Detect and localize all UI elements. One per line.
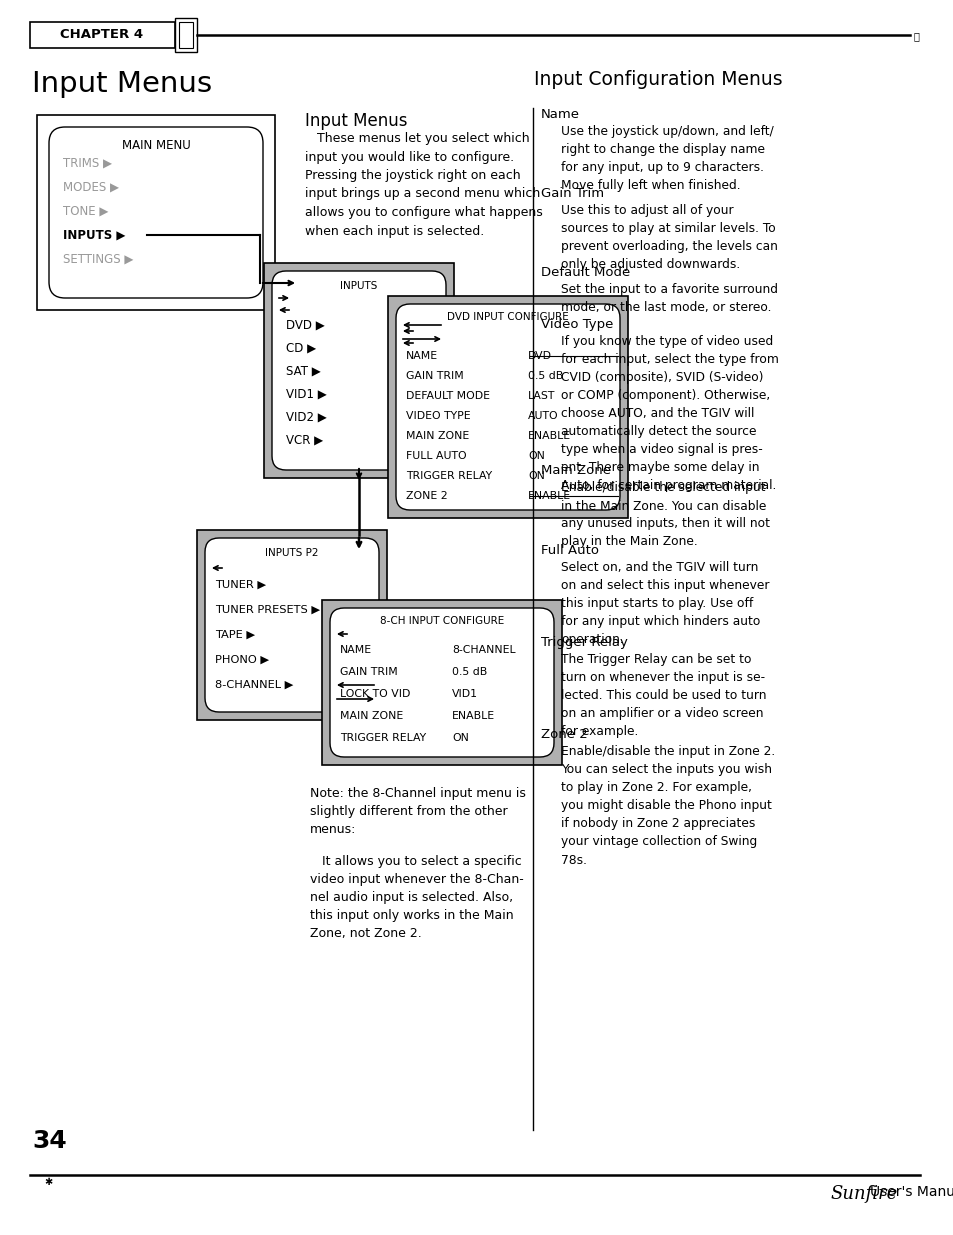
Text: INPUTS ▶: INPUTS ▶ (63, 228, 125, 242)
Text: FULL AUTO: FULL AUTO (406, 451, 466, 461)
Text: It allows you to select a specific
video input whenever the 8-Chan-
nel audio in: It allows you to select a specific video… (310, 855, 523, 940)
Text: PHONO ▶: PHONO ▶ (214, 655, 269, 664)
Text: NAME: NAME (406, 351, 437, 361)
Text: ZONE 2: ZONE 2 (406, 492, 447, 501)
Text: VID2 ▶: VID2 ▶ (286, 410, 327, 424)
Text: Use the joystick up/down, and left/
right to change the display name
for any inp: Use the joystick up/down, and left/ righ… (560, 125, 773, 191)
Text: MAIN MENU: MAIN MENU (121, 140, 191, 152)
Text: Set the input to a favorite surround
mode, or the last mode, or stereo.: Set the input to a favorite surround mod… (560, 283, 778, 314)
Text: CD ▶: CD ▶ (286, 342, 315, 354)
Text: TRIGGER RELAY: TRIGGER RELAY (339, 734, 426, 743)
Text: GAIN TRIM: GAIN TRIM (339, 667, 397, 677)
Text: 34: 34 (32, 1129, 67, 1153)
Text: Use this to adjust all of your
sources to play at similar levels. To
prevent ove: Use this to adjust all of your sources t… (560, 204, 777, 270)
Text: SETTINGS ▶: SETTINGS ▶ (63, 252, 133, 266)
Text: CHAPTER 4: CHAPTER 4 (60, 28, 143, 42)
Text: Gain Trim: Gain Trim (540, 186, 603, 200)
Text: MAIN ZONE: MAIN ZONE (406, 431, 469, 441)
Text: LAST: LAST (527, 391, 555, 401)
Text: VIDEO TYPE: VIDEO TYPE (406, 411, 470, 421)
Bar (264, 263, 454, 478)
Text: 0.5 dB: 0.5 dB (527, 370, 562, 382)
Text: INPUTS P2: INPUTS P2 (265, 548, 318, 558)
Text: TUNER ▶: TUNER ▶ (214, 580, 266, 590)
Text: MODES ▶: MODES ▶ (63, 180, 119, 194)
Text: DEFAULT MODE: DEFAULT MODE (406, 391, 490, 401)
Text: Sunfire: Sunfire (829, 1186, 897, 1203)
Bar (174, 19, 196, 52)
Text: Enable/disable the input in Zone 2.
You can select the inputs you wish
to play i: Enable/disable the input in Zone 2. You … (560, 746, 775, 867)
Text: AUTO: AUTO (527, 411, 558, 421)
Bar (196, 530, 387, 720)
Text: Trigger Relay: Trigger Relay (540, 636, 627, 650)
Text: LOCK TO VID: LOCK TO VID (339, 689, 410, 699)
Bar (179, 22, 193, 48)
Text: Main Zone: Main Zone (540, 464, 610, 478)
Text: Input Menus: Input Menus (32, 70, 212, 98)
Text: ENABLE: ENABLE (527, 492, 571, 501)
Text: 0.5 dB: 0.5 dB (452, 667, 487, 677)
Text: ✱: ✱ (912, 32, 918, 42)
Text: NAME: NAME (339, 645, 372, 655)
Text: TRIGGER RELAY: TRIGGER RELAY (406, 471, 492, 480)
Text: 8-CH INPUT CONFIGURE: 8-CH INPUT CONFIGURE (379, 616, 503, 626)
Text: GAIN TRIM: GAIN TRIM (406, 370, 463, 382)
Text: TRIMS ▶: TRIMS ▶ (63, 157, 112, 169)
Text: TONE ▶: TONE ▶ (63, 205, 109, 217)
FancyBboxPatch shape (395, 304, 619, 510)
Text: If you know the type of video used
for each input, select the type from
CVID (co: If you know the type of video used for e… (560, 335, 778, 492)
Bar (388, 296, 627, 517)
Text: The Trigger Relay can be set to
turn on whenever the input is se-
lected. This c: The Trigger Relay can be set to turn on … (560, 653, 765, 739)
FancyBboxPatch shape (49, 127, 263, 298)
Text: Input Menus: Input Menus (305, 112, 407, 130)
Bar (30, 22, 174, 48)
Text: Input Configuration Menus: Input Configuration Menus (534, 70, 781, 89)
Text: ON: ON (527, 471, 544, 480)
Text: Full Auto: Full Auto (540, 543, 598, 557)
Text: MAIN ZONE: MAIN ZONE (339, 711, 403, 721)
Text: Zone 2: Zone 2 (540, 729, 587, 741)
FancyBboxPatch shape (330, 608, 554, 757)
Text: DVD: DVD (527, 351, 552, 361)
Text: ENABLE: ENABLE (452, 711, 495, 721)
Text: Enable/disable the selected input
in the Main Zone. You can disable
any unused i: Enable/disable the selected input in the… (560, 482, 769, 548)
Text: ENABLE: ENABLE (527, 431, 571, 441)
FancyBboxPatch shape (205, 538, 378, 713)
Text: Video Type: Video Type (540, 317, 613, 331)
Text: Name: Name (540, 107, 579, 121)
Text: TAPE ▶: TAPE ▶ (214, 630, 254, 640)
Text: VID1: VID1 (452, 689, 477, 699)
Text: Default Mode: Default Mode (540, 266, 630, 279)
Text: DVD INPUT CONFIGURE: DVD INPUT CONFIGURE (447, 312, 568, 322)
Text: Note: the 8-Channel input menu is
slightly different from the other
menus:: Note: the 8-Channel input menu is slight… (310, 787, 525, 836)
Text: ON: ON (452, 734, 468, 743)
Text: DVD ▶: DVD ▶ (286, 319, 324, 331)
Bar (37, 115, 274, 310)
Text: These menus let you select which
input you would like to configure.
Pressing the: These menus let you select which input y… (305, 132, 542, 237)
Text: 8-CHANNEL ▶: 8-CHANNEL ▶ (214, 680, 294, 690)
Text: User's Manual: User's Manual (869, 1186, 953, 1199)
Text: ON: ON (527, 451, 544, 461)
Text: TUNER PRESETS ▶: TUNER PRESETS ▶ (214, 605, 320, 615)
Text: SAT ▶: SAT ▶ (286, 364, 320, 378)
Bar (322, 600, 561, 764)
Text: 8-CHANNEL: 8-CHANNEL (452, 645, 515, 655)
FancyBboxPatch shape (272, 270, 446, 471)
Text: INPUTS: INPUTS (340, 282, 377, 291)
Text: VCR ▶: VCR ▶ (286, 433, 323, 447)
Text: ✱: ✱ (44, 1177, 52, 1187)
Text: Select on, and the TGIV will turn
on and select this input whenever
this input s: Select on, and the TGIV will turn on and… (560, 561, 769, 646)
Text: VID1 ▶: VID1 ▶ (286, 388, 327, 400)
